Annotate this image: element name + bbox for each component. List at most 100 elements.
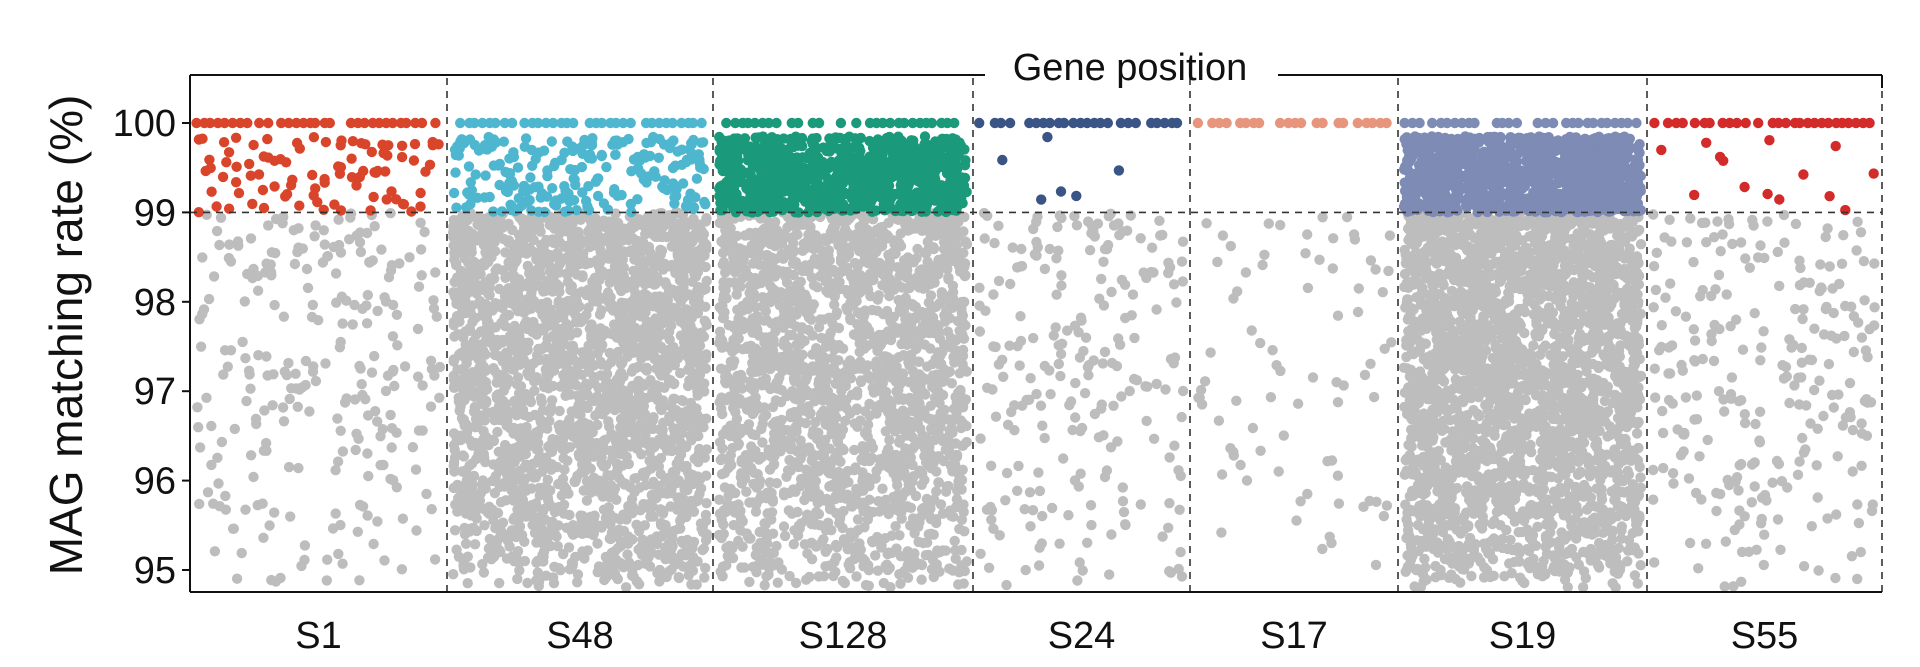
data-point-low xyxy=(595,370,606,381)
data-point-low xyxy=(837,424,849,435)
data-point-low xyxy=(689,403,700,414)
data-point-low xyxy=(941,481,953,492)
data-point-low xyxy=(290,368,301,379)
data-point-low xyxy=(893,394,904,405)
data-point-low xyxy=(600,551,612,563)
data-point-low xyxy=(208,498,219,509)
data-point-high xyxy=(217,171,229,183)
data-point-low xyxy=(496,377,507,388)
data-point-low xyxy=(908,256,919,267)
data-point-low xyxy=(508,443,520,454)
data-point-low xyxy=(454,235,465,246)
data-point-high xyxy=(386,186,397,197)
data-point-low xyxy=(805,221,816,233)
data-point-high xyxy=(346,153,357,164)
data-point-high xyxy=(396,140,408,151)
data-point-low xyxy=(956,397,967,408)
data-point-low xyxy=(615,540,627,552)
data-point-high xyxy=(335,140,346,151)
data-point-low xyxy=(519,298,531,309)
data-point-high xyxy=(508,147,519,158)
data-point-high xyxy=(319,177,330,188)
data-point-low xyxy=(540,452,552,463)
data-point-low xyxy=(761,528,772,539)
data-point-high xyxy=(204,154,215,165)
data-point-high xyxy=(450,149,462,161)
data-point-low xyxy=(558,431,569,442)
data-point-100 xyxy=(568,117,579,129)
data-point-low xyxy=(940,545,951,556)
data-point-low xyxy=(690,253,702,264)
data-point-low xyxy=(499,312,510,323)
data-point-low xyxy=(412,371,424,382)
data-point-high xyxy=(699,196,710,208)
data-point-low xyxy=(337,446,349,457)
data-point-low xyxy=(247,272,258,284)
data-point-low xyxy=(880,386,892,398)
data-point-low xyxy=(857,331,869,342)
data-point-high xyxy=(697,137,709,148)
data-point-low xyxy=(310,375,322,387)
data-point-low xyxy=(801,464,812,475)
data-point-low xyxy=(698,236,709,247)
data-point-low xyxy=(289,258,301,270)
data-point-low xyxy=(858,446,869,457)
data-point-high xyxy=(565,164,576,175)
data-point-high xyxy=(510,205,521,217)
data-point-low xyxy=(449,291,461,302)
data-point-low xyxy=(807,449,819,460)
data-point-low xyxy=(881,277,892,288)
data-point-high xyxy=(694,158,705,169)
data-point-high xyxy=(223,203,235,214)
data-point-low xyxy=(209,546,221,557)
data-point-high xyxy=(397,198,409,210)
data-point-low xyxy=(507,551,518,562)
data-point-low xyxy=(770,216,781,228)
data-point-low xyxy=(637,539,648,550)
data-point-low xyxy=(799,539,811,550)
data-point-high xyxy=(347,136,359,147)
data-point-low xyxy=(619,224,630,235)
data-point-low xyxy=(522,577,533,589)
data-point-low xyxy=(812,497,823,509)
data-point-low xyxy=(599,574,610,586)
data-point-low xyxy=(345,212,356,223)
data-point-low xyxy=(802,548,813,559)
data-point-low xyxy=(566,238,577,249)
sample-group-s128 xyxy=(713,117,973,593)
data-point-low xyxy=(926,263,937,274)
data-point-high xyxy=(519,141,530,152)
data-point-low xyxy=(873,290,884,301)
data-point-low xyxy=(646,391,658,402)
data-point-low xyxy=(349,299,360,311)
data-point-high xyxy=(368,191,379,203)
data-point-low xyxy=(369,350,380,362)
data-point-low xyxy=(960,270,971,281)
data-point-low xyxy=(646,437,657,448)
data-point-low xyxy=(503,283,514,294)
data-point-low xyxy=(787,258,799,269)
data-point-high xyxy=(406,206,417,217)
data-point-low xyxy=(240,353,251,364)
data-point-low xyxy=(699,378,710,389)
data-point-low xyxy=(820,561,831,572)
data-point-low xyxy=(701,444,712,455)
data-point-low xyxy=(837,575,848,587)
data-point-low xyxy=(660,357,671,368)
data-point-low xyxy=(391,309,403,320)
data-point-low xyxy=(489,366,501,377)
data-point-low xyxy=(211,225,223,237)
data-point-low xyxy=(372,416,383,427)
data-point-low xyxy=(887,354,899,365)
data-point-high xyxy=(659,175,670,186)
data-point-low xyxy=(938,236,950,248)
data-point-low xyxy=(534,261,545,272)
data-point-low xyxy=(257,498,268,509)
data-point-low xyxy=(563,302,574,313)
data-point-low xyxy=(493,465,505,476)
data-point-low xyxy=(851,403,863,414)
data-point-low xyxy=(533,580,544,592)
data-point-low xyxy=(492,426,503,438)
data-point-low xyxy=(589,510,600,521)
data-point-low xyxy=(197,252,208,263)
